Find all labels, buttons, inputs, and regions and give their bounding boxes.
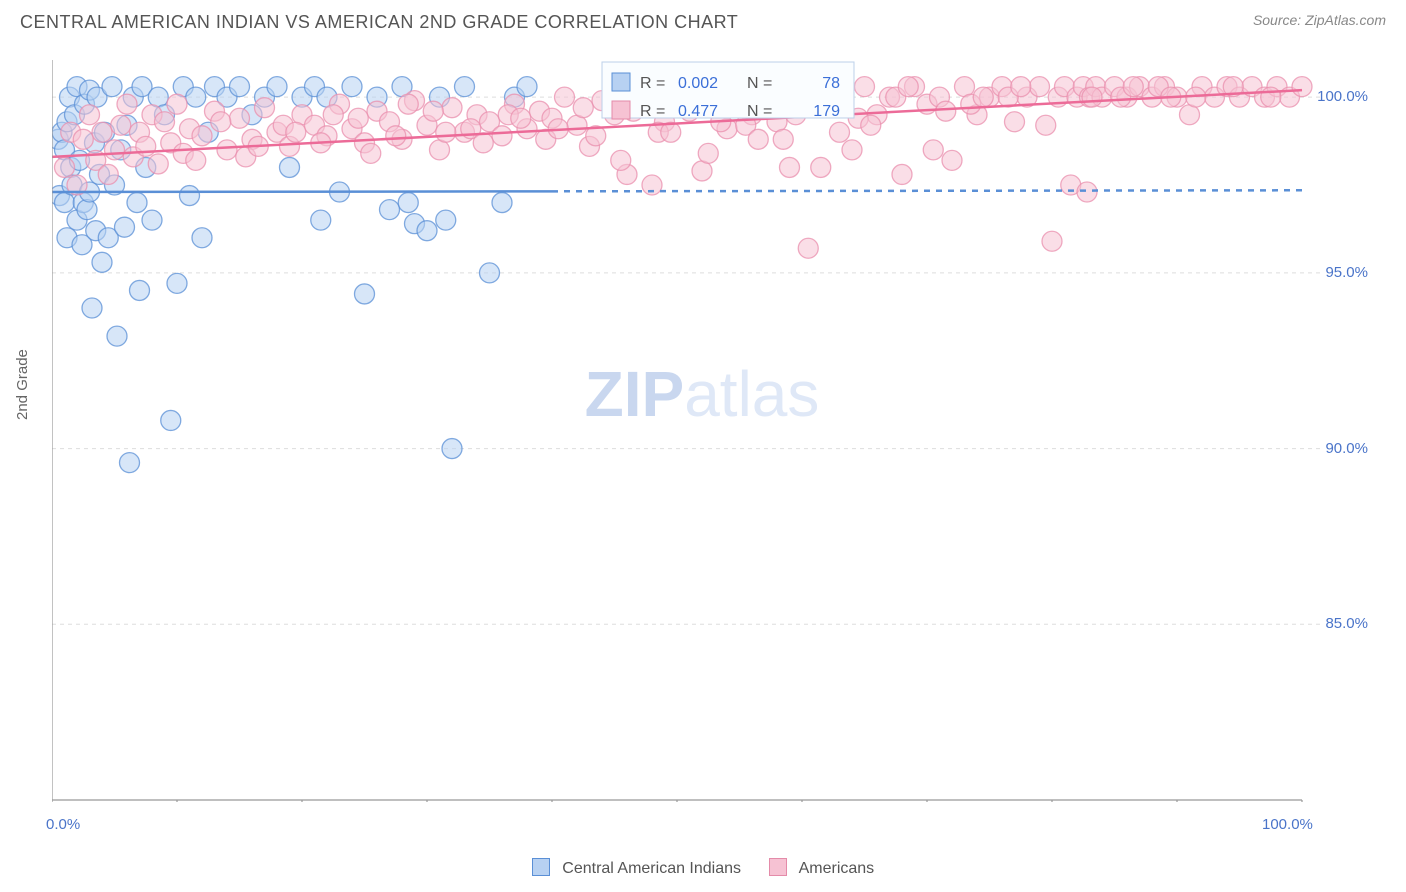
legend-swatch-icon xyxy=(769,858,787,876)
svg-text:N =: N = xyxy=(747,75,772,92)
chart-title: CENTRAL AMERICAN INDIAN VS AMERICAN 2ND … xyxy=(20,12,738,33)
legend-label: Central American Indians xyxy=(562,860,741,877)
legend-bottom: Central American Indians Americans xyxy=(0,858,1406,878)
y-tick-label: 90.0% xyxy=(1308,440,1368,457)
svg-text:R =: R = xyxy=(640,103,665,120)
legend-item-cai: Central American Indians xyxy=(532,858,741,878)
svg-text:179: 179 xyxy=(813,103,840,120)
y-tick-label: 85.0% xyxy=(1308,615,1368,632)
chart-area: ZIPatlasR =0.002N =78R =0.477N =179 0.0%… xyxy=(52,52,1342,802)
x-tick-label: 100.0% xyxy=(1262,816,1313,833)
svg-text:78: 78 xyxy=(822,75,840,92)
y-axis-label: 2nd Grade xyxy=(14,349,31,420)
svg-text:0.002: 0.002 xyxy=(678,75,718,92)
source-label: Source: ZipAtlas.com xyxy=(1253,12,1386,28)
svg-text:ZIPatlas: ZIPatlas xyxy=(585,358,820,430)
legend-item-americans: Americans xyxy=(769,858,874,878)
y-tick-label: 100.0% xyxy=(1308,88,1368,105)
legend-label: Americans xyxy=(799,860,875,877)
x-tick-label: 0.0% xyxy=(46,816,80,833)
scatter-chart: ZIPatlas R = 0.002 N = 78 R = 0.477 N = 179 xyxy=(52,52,1342,802)
svg-text:N =: N = xyxy=(747,103,772,120)
y-tick-label: 95.0% xyxy=(1308,264,1368,281)
legend-swatch-icon xyxy=(532,858,550,876)
svg-text:R =: R = xyxy=(640,75,665,92)
svg-text:0.477: 0.477 xyxy=(678,103,718,120)
